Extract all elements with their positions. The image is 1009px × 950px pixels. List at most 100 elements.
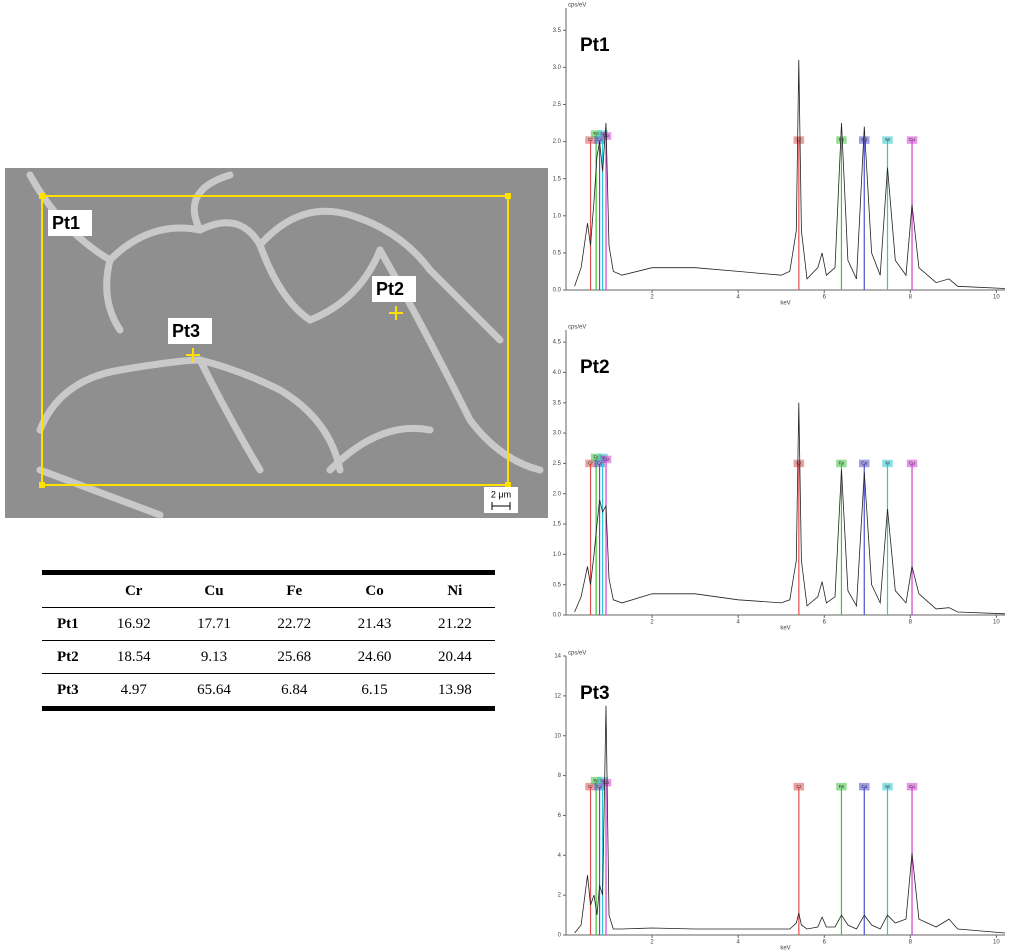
y-tick-label: 3.5 [553, 400, 562, 406]
element-label: Ni [885, 784, 889, 789]
row-label: Pt3 [56, 681, 79, 698]
table-cell: 16.92 [116, 615, 151, 632]
spectrum-chart: 02468101214246810cps/eVkeVPt3CrFeCoNiCuC… [554, 651, 1006, 950]
element-tag [836, 459, 847, 468]
y-tick-label: 0.0 [553, 288, 562, 294]
element-tag [859, 459, 870, 468]
element-tag [882, 459, 893, 468]
row-label: Pt2 [56, 648, 79, 665]
element-label: Fe [593, 778, 599, 783]
y-tick-label: 2.0 [553, 491, 562, 497]
x-tick-label: 8 [909, 940, 913, 946]
element-tag [906, 459, 918, 468]
element-label: Cu [909, 137, 915, 142]
table-cell: 6.15 [361, 681, 388, 698]
x-tick-label: 10 [993, 940, 1000, 946]
element-label: Cr [588, 461, 593, 466]
element-tag [793, 782, 805, 791]
table-cell: 20.44 [437, 648, 472, 665]
y-tick-label: 2.5 [553, 102, 562, 108]
x-tick-label: 10 [993, 295, 1000, 301]
point-label: Pt3 [172, 321, 200, 341]
point-label: Pt2 [376, 279, 404, 299]
element-tag [859, 782, 870, 791]
y-axis-label: cps/eV [568, 325, 586, 331]
y-tick-label: 14 [554, 654, 561, 660]
table-header: Cr Cu Fe Co Ni [42, 572, 495, 608]
x-tick-label: 2 [650, 620, 654, 626]
table-cell: 25.68 [277, 648, 312, 665]
y-tick-label: 1.5 [553, 522, 562, 528]
y-tick-label: 6 [558, 813, 562, 819]
element-label: Cr [796, 137, 801, 142]
column-header: Cu [173, 572, 255, 608]
element-label: Cu [909, 461, 915, 466]
element-label: Co [597, 137, 603, 142]
column-header: Co [334, 572, 415, 608]
spectrum-chart: 0.0 0.5 1.0 1.5 2.0 2.5 3.0 3.5 2 4 6 8 10 cps/eV keV P… [553, 3, 1006, 307]
row-label: Pt1 [56, 615, 79, 632]
x-tick-label: 2 [650, 940, 654, 946]
y-tick-label: 2 [558, 893, 562, 899]
y-tick-label: 0.0 [553, 613, 562, 619]
y-tick-label: 4.0 [553, 370, 562, 376]
table-cell: 9.13 [200, 648, 228, 665]
x-tick-label: 10 [993, 620, 1000, 626]
y-tick-label: 1.0 [553, 213, 562, 219]
y-tick-label: 0.5 [553, 250, 562, 256]
x-axis-label: keV [780, 946, 790, 950]
x-tick-label: 4 [736, 940, 740, 946]
table-cell: 6.84 [281, 681, 308, 698]
element-label: Fe [593, 455, 599, 460]
y-axis-label: cps/eV [568, 651, 586, 657]
element-tag [600, 455, 612, 464]
element-tag [859, 136, 870, 144]
y-tick-label: 4.5 [553, 340, 562, 346]
spectrum-line [574, 705, 1006, 934]
element-tag [600, 778, 612, 787]
sem-image: Pt1 Pt2 Pt3 2 μm [5, 168, 548, 519]
spectrum-line [574, 59, 1006, 289]
x-tick-label: 6 [823, 620, 827, 626]
y-tick-label: 1.0 [553, 552, 562, 558]
element-tag [906, 782, 918, 791]
element-label: Cu [909, 784, 915, 789]
element-label: Co [597, 784, 603, 789]
element-label: Co [861, 784, 867, 789]
composition-table: Cr Cu Fe Co Ni Pt1 16.92 17.71 22.72 21.43 21.22 P… [42, 570, 495, 711]
x-tick-label: 4 [736, 295, 740, 301]
y-tick-label: 3.0 [553, 65, 562, 71]
x-axis-label: keV [780, 301, 790, 307]
point-label: Pt1 [52, 213, 80, 233]
element-tag [906, 136, 918, 144]
y-axis-label: cps/eV [568, 3, 586, 9]
table-cell: 21.22 [437, 615, 472, 632]
table-cell: 65.64 [197, 681, 231, 698]
table-cell: 21.43 [357, 615, 392, 632]
element-label: Cr [588, 137, 593, 142]
element-tag [836, 782, 847, 791]
table-cell: 22.72 [277, 615, 312, 632]
element-tag [882, 782, 893, 791]
element-tag [793, 459, 805, 468]
element-label: Fe [839, 137, 845, 142]
table-cell: 18.54 [116, 648, 151, 665]
element-label: Cu [603, 780, 609, 785]
element-label: Cr [588, 784, 593, 789]
x-tick-label: 2 [650, 295, 654, 301]
column-header: Fe [254, 572, 335, 608]
x-tick-label: 6 [823, 295, 827, 301]
y-tick-label: 4 [558, 853, 562, 859]
table-row: Pt2 18.54 9.13 25.68 24.60 20.44 [42, 640, 495, 674]
x-tick-label: 6 [823, 940, 827, 946]
element-label: Ni [885, 137, 889, 142]
element-tag [882, 136, 893, 144]
element-label: Ni [885, 461, 889, 466]
x-tick-label: 8 [909, 620, 913, 626]
column-header: Ni [414, 572, 495, 608]
y-tick-label: 3.5 [553, 28, 562, 34]
table-cell: 17.71 [197, 615, 231, 632]
spectrum-chart: 0.0 0.5 1.0 1.5 2.0 2.5 3.0 3.5 4.0 4.5 2 4 6 8 10 cps/… [553, 325, 1006, 632]
